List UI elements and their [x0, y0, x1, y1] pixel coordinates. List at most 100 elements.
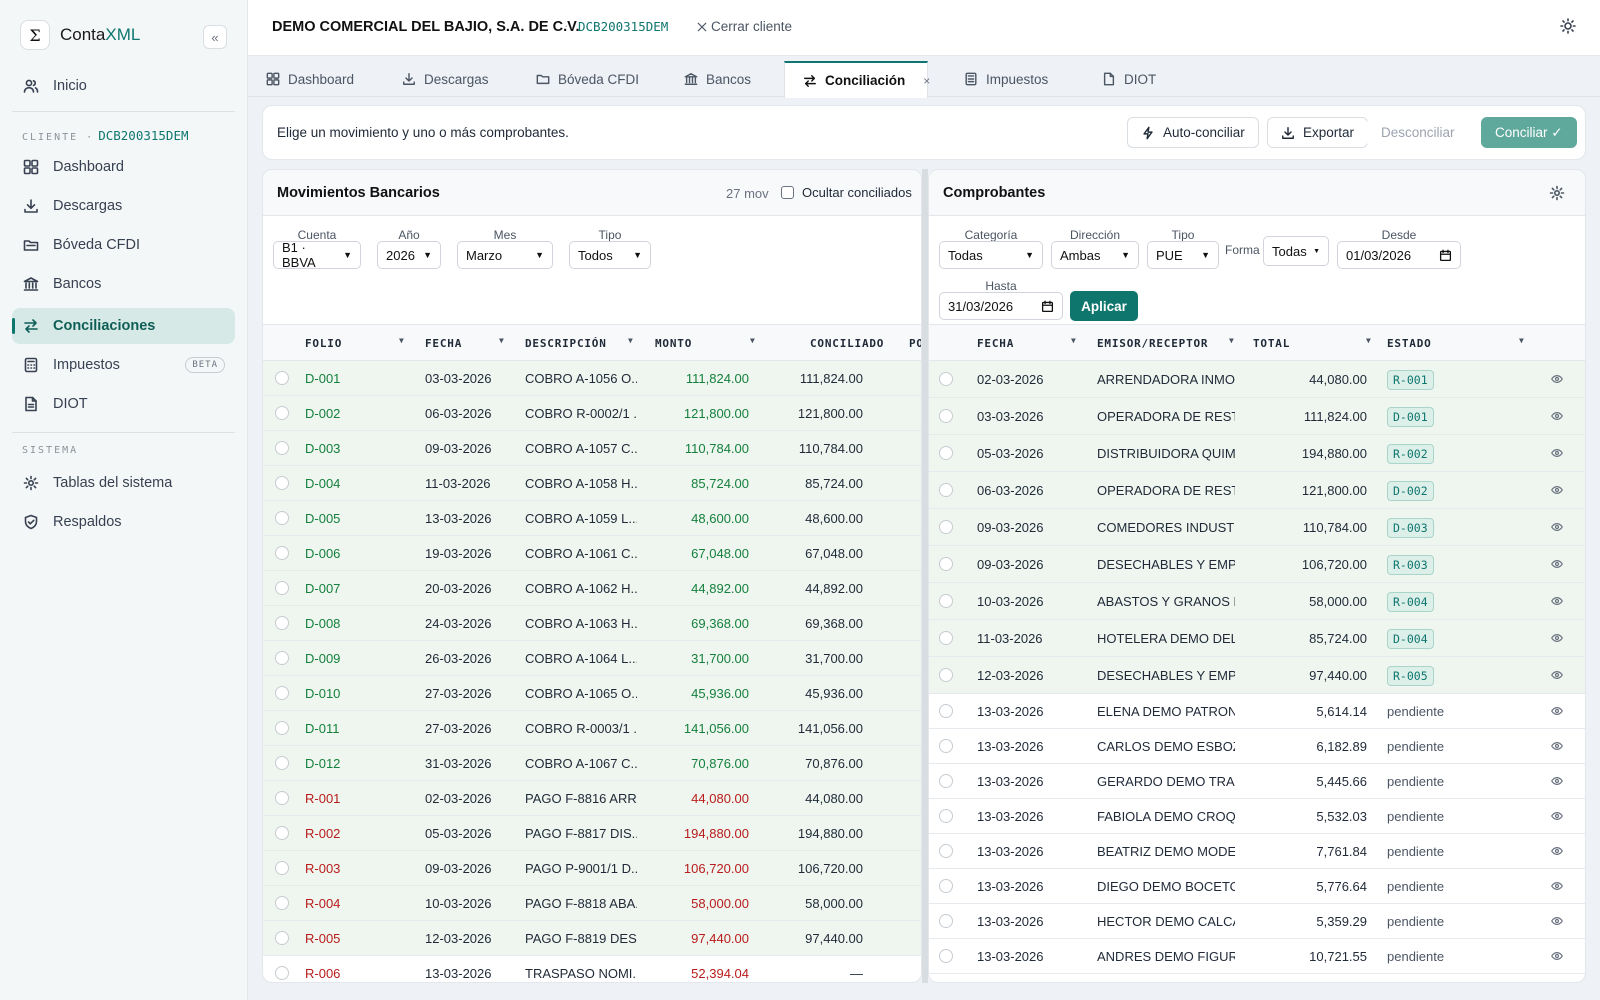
view-icon[interactable] — [1551, 950, 1563, 965]
table-row[interactable]: D-011 27-03-2026 COBRO R-0003/1 ... 141,056… — [263, 711, 921, 746]
sidebar-item-tablas[interactable]: Tablas del sistema — [12, 465, 235, 501]
table-row[interactable]: D-007 20-03-2026 COBRO A-1062 H... 44,892.0… — [263, 571, 921, 606]
status-badge[interactable]: R-001 — [1387, 370, 1434, 390]
row-select-radio[interactable] — [275, 791, 289, 805]
view-icon[interactable] — [1551, 595, 1563, 610]
hide-reconciled-checkbox[interactable] — [781, 186, 794, 199]
to-date-input[interactable]: 31/03/2026 — [939, 292, 1063, 320]
view-icon[interactable] — [1551, 521, 1563, 536]
row-select-radio[interactable] — [939, 483, 953, 497]
row-select-radio[interactable] — [939, 879, 953, 893]
category-select[interactable]: Todas ▼ — [939, 241, 1043, 269]
view-icon[interactable] — [1551, 447, 1563, 462]
status-badge[interactable]: R-003 — [1387, 555, 1434, 575]
table-row[interactable]: 13-03-2026 GERARDO DEMO TRAZO 5,445.66 pend… — [929, 764, 1585, 799]
form-select[interactable]: Todas ▼ — [1263, 236, 1329, 266]
tab-dashboard[interactable]: Dashboard — [248, 61, 372, 97]
tab-boveda-cfdi[interactable]: Bóveda CFDI — [518, 61, 657, 97]
row-select-radio[interactable] — [939, 594, 953, 608]
table-row[interactable]: 10-03-2026 ABASTOS Y GRANOS D... 58,000.00… — [929, 583, 1585, 620]
row-select-radio[interactable] — [275, 371, 289, 385]
sort-icon[interactable]: ▼ — [1366, 336, 1372, 345]
row-select-radio[interactable] — [939, 949, 953, 963]
year-select[interactable]: 2026 ▼ — [377, 241, 441, 269]
sidebar-item-boveda[interactable]: Bóveda CFDI — [12, 227, 235, 263]
sidebar-item-descargas[interactable]: Descargas — [12, 188, 235, 224]
table-row[interactable]: 13-03-2026 HECTOR DEMO CALCA 5,359.29 pendi… — [929, 904, 1585, 939]
sort-icon[interactable]: ▼ — [399, 336, 405, 345]
table-row[interactable]: 13-03-2026 CARLOS DEMO ESBOZO 6,182.89 pend… — [929, 729, 1585, 764]
panel-resize-handle[interactable] — [922, 169, 928, 983]
view-icon[interactable] — [1551, 845, 1563, 860]
table-row[interactable]: D-006 19-03-2026 COBRO A-1061 C... 67,048.0… — [263, 536, 921, 571]
status-badge[interactable]: D-003 — [1387, 518, 1434, 538]
view-icon[interactable] — [1551, 632, 1563, 647]
tab-impuestos[interactable]: Impuestos — [946, 61, 1066, 97]
col-conciliado[interactable]: CONCILIADO — [810, 337, 885, 350]
table-row[interactable]: R-001 02-03-2026 PAGO F-8816 ARR... 44,080.… — [263, 781, 921, 816]
row-select-radio[interactable] — [275, 406, 289, 420]
table-row[interactable]: D-004 11-03-2026 COBRO A-1058 H... 85,724.0… — [263, 466, 921, 501]
collapse-sidebar-button[interactable]: « — [203, 25, 227, 49]
row-select-radio[interactable] — [939, 809, 953, 823]
table-row[interactable]: D-002 06-03-2026 COBRO R-0002/1 ... 121,800… — [263, 396, 921, 431]
table-row[interactable]: 02-03-2026 ARRENDADORA INMOB... 44,080.00 R… — [929, 361, 1585, 398]
row-select-radio[interactable] — [275, 511, 289, 525]
view-icon[interactable] — [1551, 558, 1563, 573]
col-folio[interactable]: FOLIO — [305, 337, 343, 350]
table-row[interactable]: 12-03-2026 DESECHABLES Y EMPA... 97,440.00… — [929, 657, 1585, 694]
table-row[interactable]: 13-03-2026 DIEGO DEMO BOCETO 5,776.64 pendi… — [929, 869, 1585, 904]
status-badge[interactable]: D-002 — [1387, 481, 1434, 501]
auto-reconcile-button[interactable]: Auto-conciliar — [1127, 117, 1259, 148]
table-row[interactable]: 06-03-2026 OPERADORA DE RESTA... 121,800.0… — [929, 472, 1585, 509]
tab-bancos[interactable]: Bancos — [666, 61, 769, 97]
row-select-radio[interactable] — [275, 616, 289, 630]
sidebar-item-conciliaciones[interactable]: Conciliaciones — [12, 308, 235, 344]
sidebar-item-inicio[interactable]: Inicio — [12, 68, 235, 104]
table-row[interactable]: 13-03-2026 FABIOLA DEMO CROQ... 5,532.03 pe… — [929, 799, 1585, 834]
sidebar-item-impuestos[interactable]: Impuestos BETA — [12, 347, 235, 383]
theme-toggle-button[interactable] — [1560, 18, 1576, 37]
col-fecha[interactable]: FECHA — [977, 337, 1015, 350]
row-select-radio[interactable] — [275, 686, 289, 700]
tab-conciliacion[interactable]: Conciliación × — [784, 61, 931, 98]
table-row[interactable]: R-006 13-03-2026 TRASPASO NOMI... 52,394.04… — [263, 956, 921, 982]
col-po[interactable]: PO — [909, 337, 921, 350]
row-select-radio[interactable] — [939, 557, 953, 571]
col-total[interactable]: TOTAL — [1253, 337, 1291, 350]
sidebar-item-diot[interactable]: DIOT — [12, 386, 235, 422]
view-icon[interactable] — [1551, 775, 1563, 790]
row-select-radio[interactable] — [275, 581, 289, 595]
view-icon[interactable] — [1551, 669, 1563, 684]
table-row[interactable]: R-005 12-03-2026 PAGO F-8819 DES... 97,440.… — [263, 921, 921, 956]
row-select-radio[interactable] — [275, 756, 289, 770]
table-row[interactable]: 09-03-2026 DESECHABLES Y EMPA... 106,720.0… — [929, 546, 1585, 583]
close-tab-button[interactable]: × — [923, 73, 931, 88]
status-badge[interactable]: R-005 — [1387, 666, 1434, 686]
sort-icon[interactable]: ▼ — [1071, 336, 1077, 345]
row-select-radio[interactable] — [275, 546, 289, 560]
row-select-radio[interactable] — [939, 668, 953, 682]
row-select-radio[interactable] — [939, 704, 953, 718]
table-row[interactable]: D-008 24-03-2026 COBRO A-1063 H... 69,368.0… — [263, 606, 921, 641]
status-badge[interactable]: D-004 — [1387, 629, 1434, 649]
sort-icon[interactable]: ▼ — [1519, 336, 1525, 345]
table-row[interactable]: D-005 13-03-2026 COBRO A-1059 L... 48,600.0… — [263, 501, 921, 536]
view-icon[interactable] — [1551, 410, 1563, 425]
status-badge[interactable]: D-001 — [1387, 407, 1434, 427]
sort-icon[interactable]: ▼ — [750, 336, 756, 345]
row-select-radio[interactable] — [275, 476, 289, 490]
table-row[interactable]: D-009 26-03-2026 COBRO A-1064 L... 31,700.0… — [263, 641, 921, 676]
sort-icon[interactable]: ▼ — [499, 336, 505, 345]
row-select-radio[interactable] — [939, 774, 953, 788]
reconcile-button[interactable]: Conciliar ✓ — [1481, 117, 1577, 148]
hide-reconciled-toggle[interactable]: Ocultar conciliados — [781, 185, 912, 200]
export-button[interactable]: Exportar — [1267, 117, 1369, 148]
col-descripcion[interactable]: DESCRIPCIÓN — [525, 337, 607, 350]
table-row[interactable]: R-003 09-03-2026 PAGO P-9001/1 D... 106,720… — [263, 851, 921, 886]
view-icon[interactable] — [1551, 705, 1563, 720]
row-select-radio[interactable] — [939, 739, 953, 753]
sort-icon[interactable]: ▼ — [628, 336, 634, 345]
view-icon[interactable] — [1551, 484, 1563, 499]
view-icon[interactable] — [1551, 915, 1563, 930]
